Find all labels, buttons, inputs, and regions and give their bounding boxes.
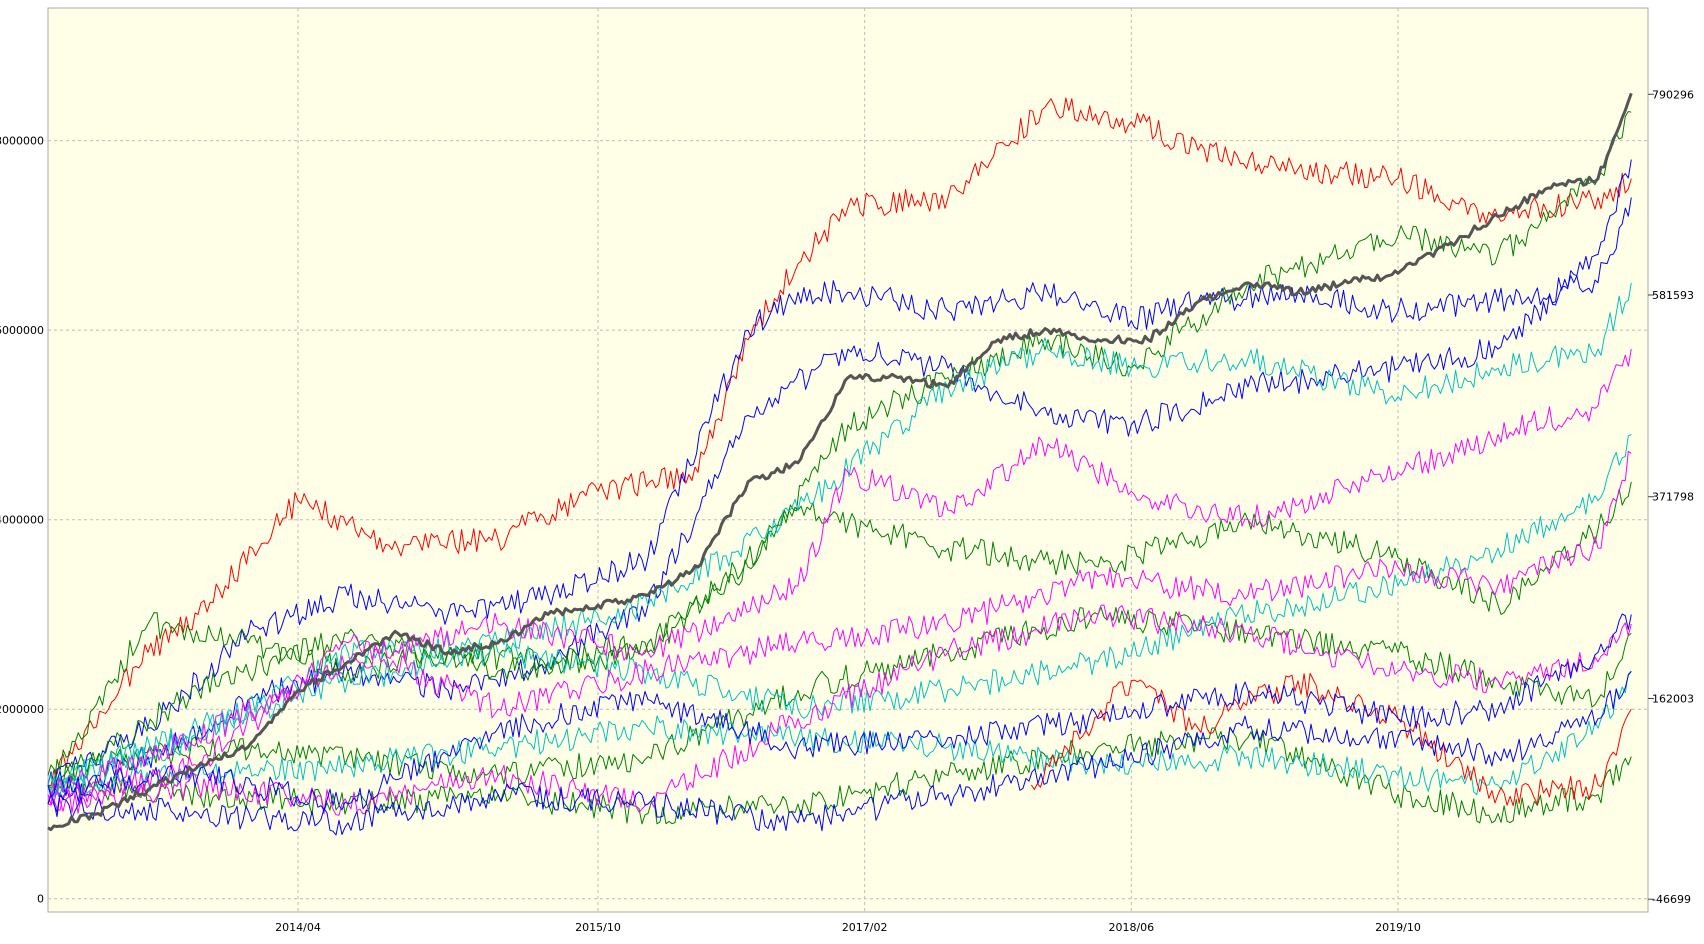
aggregate-series-line <box>47 92 1633 832</box>
series-line-cyan <box>47 282 1632 793</box>
series-group <box>47 92 1633 836</box>
series-line-blue <box>47 613 1632 811</box>
x-tick-label: 2019/10 <box>1375 921 1421 934</box>
y-tick-label-right: 790296 <box>1652 88 1694 101</box>
y-tick-label-right: 581593 <box>1652 289 1694 302</box>
y-tick-label-left: 6000000 <box>0 324 44 337</box>
x-tick-label: 2014/04 <box>275 921 321 934</box>
series-line-green <box>47 481 1632 797</box>
series-line-red <box>1030 672 1632 807</box>
axes: 0 2000000 4000000 6000000 8000000 2014/04 2015… <box>0 88 1694 934</box>
series-line-red <box>47 97 1632 787</box>
grid <box>48 8 1648 912</box>
y-tick-label-left: 8000000 <box>0 135 44 148</box>
series-line-magenta <box>47 450 1632 812</box>
x-tick-label: 2015/10 <box>575 921 621 934</box>
y-tick-label-left: 4000000 <box>0 514 44 527</box>
series-line-cyan <box>47 670 1632 798</box>
series-line-magenta <box>47 604 1632 816</box>
plot-area <box>47 7 1649 913</box>
y-tick-label-left: 0 <box>37 893 44 906</box>
y-tick-label-right: 162003 <box>1652 692 1694 705</box>
y-tick-label-right: -46699 <box>1652 893 1691 906</box>
series-line-cyan <box>47 433 1632 795</box>
series-line-blue <box>47 670 1632 836</box>
y-tick-label-left: 2000000 <box>0 703 44 716</box>
y-tick-label-right: 371798 <box>1652 491 1694 504</box>
x-tick-label: 2017/02 <box>842 921 888 934</box>
series-line-green <box>47 111 1632 789</box>
series-line-green <box>47 606 1632 787</box>
x-tick-label: 2018/06 <box>1108 921 1154 934</box>
series-line-blue <box>47 197 1632 794</box>
